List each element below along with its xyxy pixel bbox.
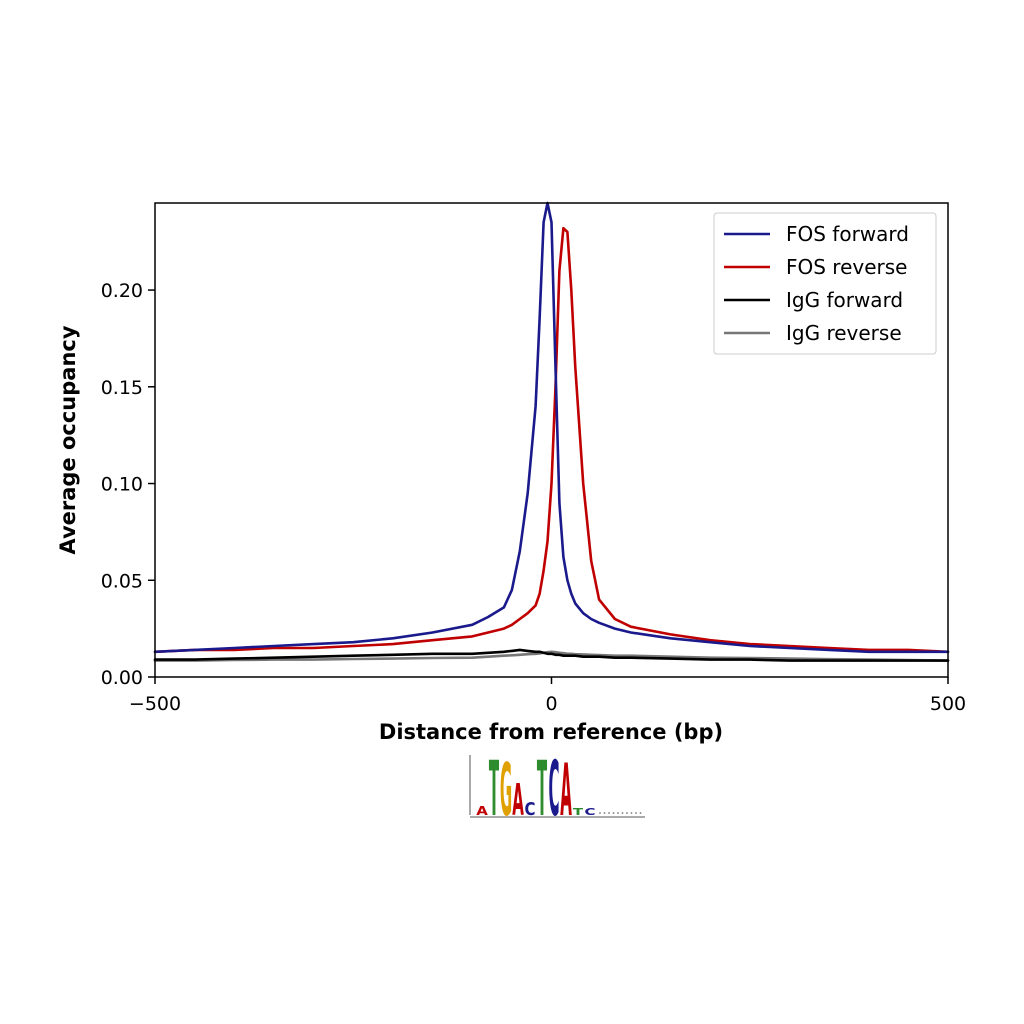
motif-small-mark (612, 812, 615, 814)
motif-letter: A (560, 750, 572, 833)
motif-small-mark (608, 812, 610, 814)
motif-small-mark (630, 812, 633, 814)
motif-letter: T (489, 744, 499, 833)
y-tick-label: 0.10 (101, 474, 143, 496)
x-tick-label: 500 (930, 693, 966, 715)
y-tick-label: 0.00 (101, 667, 143, 689)
motif-small-mark (626, 812, 628, 814)
series-line-2 (153, 648, 950, 662)
y-axis: 0.00 0.05 0.10 0.15 0.20 (101, 280, 155, 689)
legend-label: FOS forward (786, 222, 909, 246)
y-tick-label: 0.15 (101, 377, 143, 399)
motif-letter: C (524, 799, 535, 819)
motif-letter: A (476, 804, 488, 818)
motif-small-mark (635, 812, 637, 814)
plot-lines (153, 201, 950, 662)
motif-small-mark (617, 812, 619, 814)
motif-letter: G (500, 750, 512, 833)
motif-small-mark (603, 812, 606, 814)
motif-small-mark (639, 812, 642, 814)
x-axis: −500 0 500 (129, 677, 966, 715)
motif-letter: T (573, 806, 584, 817)
y-tick-label: 0.05 (101, 570, 143, 592)
motif-letter: C (585, 806, 596, 817)
x-axis-title: Distance from reference (bp) (379, 720, 723, 744)
y-tick-label: 0.20 (101, 280, 143, 302)
motif-letter: A (512, 774, 524, 826)
motif-letter: C (548, 744, 559, 833)
series-line-1 (153, 226, 950, 654)
legend: FOS forward FOS reverse IgG forward IgG rev… (713, 212, 937, 355)
motif-small-mark (599, 812, 601, 814)
legend-label: IgG reverse (786, 321, 902, 345)
motif-letter: T (537, 744, 547, 833)
series-line-3 (153, 650, 950, 662)
legend-label: IgG forward (786, 288, 903, 312)
motif-small-mark (621, 812, 624, 814)
y-axis-title: Average occupancy (56, 325, 80, 554)
legend-label: FOS reverse (786, 255, 907, 279)
legend-box (713, 212, 937, 355)
x-tick-label: 0 (545, 693, 557, 715)
series-line-0 (153, 201, 950, 654)
x-tick-label: −500 (129, 693, 181, 715)
